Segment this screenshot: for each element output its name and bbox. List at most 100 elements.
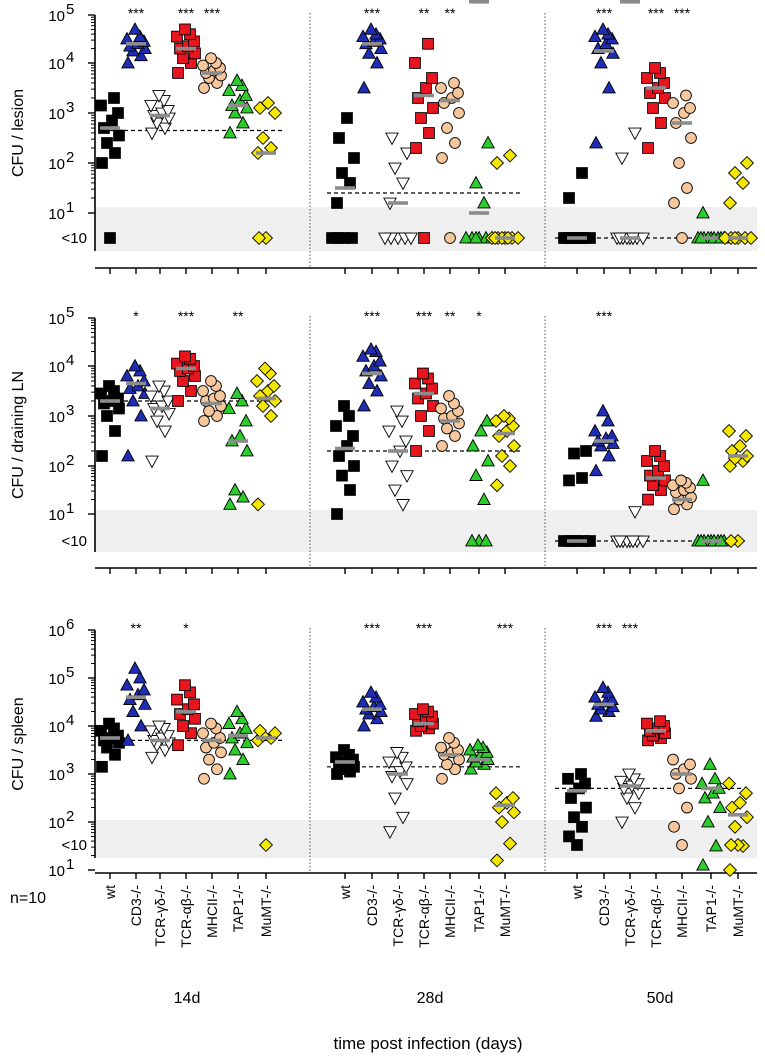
data-point <box>177 375 189 387</box>
data-point <box>263 408 279 424</box>
data-point <box>435 741 447 754</box>
data-point <box>563 830 575 843</box>
median-bar <box>150 738 170 743</box>
data-point <box>641 455 653 467</box>
data-point <box>260 95 276 111</box>
data-point <box>615 816 629 830</box>
data-point <box>172 67 184 79</box>
data-point <box>701 814 715 828</box>
data-point <box>732 795 748 810</box>
data-point <box>668 503 680 516</box>
y-axis-title: CFU / spleen <box>10 697 27 790</box>
group-wt <box>558 167 596 244</box>
significance-label: *** <box>128 5 145 21</box>
y-tick-exponent: 2 <box>66 149 74 166</box>
median-bar <box>362 707 382 711</box>
data-point <box>409 57 421 69</box>
data-point <box>336 167 348 179</box>
median-bar <box>469 211 489 215</box>
group-TCR-αβ-/- <box>641 715 671 747</box>
data-point <box>374 41 388 54</box>
data-point <box>255 130 271 146</box>
data-point <box>347 430 359 442</box>
median-bar <box>126 695 146 699</box>
data-point <box>436 152 448 164</box>
data-point <box>120 677 134 691</box>
median-bar <box>440 98 460 103</box>
data-point <box>628 127 642 141</box>
data-point <box>696 857 710 871</box>
group-TCR-γδ-/- <box>382 747 414 839</box>
data-point <box>589 709 603 722</box>
data-point <box>404 232 418 246</box>
significance-label: *** <box>416 308 433 324</box>
timepoint-28d: *** *** *** <box>327 620 522 868</box>
group-label: MHCII-/- <box>204 885 220 938</box>
data-point <box>258 837 274 853</box>
data-point <box>596 680 610 693</box>
data-point <box>396 177 410 191</box>
data-point <box>601 413 615 427</box>
significance-label: *** <box>416 620 433 636</box>
data-point <box>364 341 378 355</box>
group-label: MHCII-/- <box>674 885 690 938</box>
group-CD3-/-: *** <box>356 5 388 94</box>
data-point <box>333 450 345 462</box>
y-tick-exponent: 4 <box>66 712 74 729</box>
y-tick-label: 10 <box>48 507 65 524</box>
data-point <box>602 448 616 462</box>
group-CD3-/-: * <box>120 308 152 462</box>
data-point <box>713 800 727 813</box>
y-tick-label: 10 <box>48 8 65 25</box>
group-TCR-γδ-/- <box>144 720 176 765</box>
group-TCR-γδ-/- <box>144 380 176 469</box>
data-point <box>684 102 696 114</box>
group-label: MuMT-/- <box>730 885 746 937</box>
group-TAP1-/-: ** <box>222 308 254 510</box>
data-point <box>410 142 422 154</box>
data-point <box>494 814 510 830</box>
data-point <box>668 820 680 833</box>
median-bar <box>469 0 489 4</box>
group-CD3-/-: *** <box>356 308 388 412</box>
y-tick-exponent: 6 <box>66 616 74 633</box>
data-point <box>388 162 402 176</box>
data-point <box>144 100 158 113</box>
data-point <box>571 839 583 851</box>
median-bar <box>228 733 248 738</box>
data-point <box>161 105 175 118</box>
data-point <box>735 175 751 191</box>
median-bar <box>495 236 515 240</box>
data-point <box>128 22 142 35</box>
group-MuMT-/- <box>484 148 526 246</box>
data-point <box>121 448 135 462</box>
y-tick-label: 10 <box>48 623 65 640</box>
data-point <box>506 805 522 820</box>
median-bar <box>495 803 515 807</box>
data-point <box>255 398 271 414</box>
group-TCR-γδ-/- <box>610 0 650 549</box>
data-point <box>133 29 147 42</box>
data-point <box>205 717 217 730</box>
group-label: TCR-γδ-/- <box>622 885 638 947</box>
data-point <box>647 102 659 114</box>
y-tick-label: 10 <box>48 719 65 736</box>
data-point <box>333 132 345 144</box>
data-point <box>172 739 184 752</box>
data-point <box>626 535 640 549</box>
median-bar <box>646 729 666 733</box>
group-MuMT-/- <box>717 155 759 246</box>
group-MuMT-/- <box>249 361 283 512</box>
median-bar <box>256 736 276 740</box>
data-point <box>489 478 505 493</box>
data-point <box>331 508 343 520</box>
data-point <box>568 811 580 824</box>
data-point <box>396 811 410 825</box>
median-bar <box>620 784 640 788</box>
data-point <box>158 425 172 439</box>
data-point <box>230 386 244 399</box>
median-bar <box>176 46 196 51</box>
significance-label: * <box>476 308 482 324</box>
data-point <box>466 438 480 452</box>
